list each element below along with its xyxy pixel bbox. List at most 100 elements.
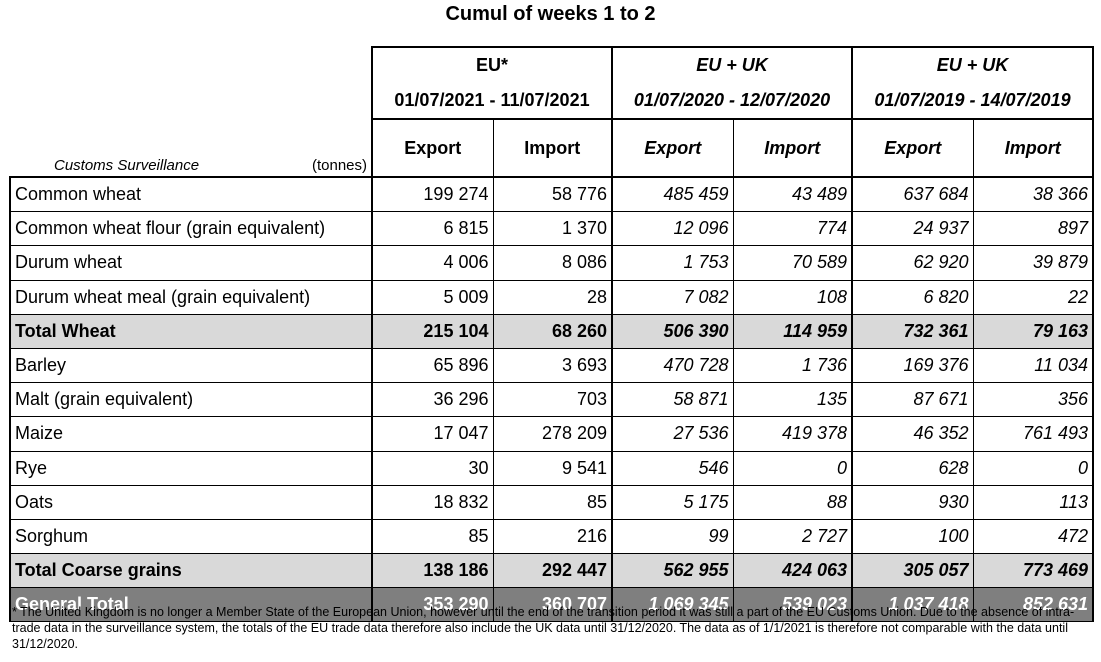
row-label: Sorghum <box>9 519 373 555</box>
group-header-eu-uk-2019: EU + UK <box>852 46 1095 83</box>
row-label: Total Wheat <box>9 314 373 349</box>
import-value: 114 959 <box>732 314 854 349</box>
export-value: 485 459 <box>612 177 734 213</box>
export-value: 12 096 <box>612 211 734 247</box>
footnote: * The United Kingdom is no longer a Memb… <box>12 605 1075 651</box>
row-label: Durum wheat <box>9 245 373 281</box>
import-value: 43 489 <box>732 177 854 213</box>
subheader-row: Customs Surveillance (tonnes) Export Imp… <box>10 119 1095 178</box>
col-export: Export <box>852 119 974 178</box>
col-export: Export <box>612 119 734 178</box>
import-value: 897 <box>972 211 1095 247</box>
import-value: 39 879 <box>972 245 1095 281</box>
table-row: Rye 30 9 541 546 0 628 0 <box>9 451 1095 486</box>
group-period-row: 01/07/2021 - 11/07/2021 01/07/2020 - 12/… <box>10 83 1095 120</box>
import-value: 292 447 <box>492 553 614 589</box>
table-body: Common wheat 199 274 58 776 485 459 43 489 63… <box>9 177 1095 623</box>
import-value: 3 693 <box>492 348 614 384</box>
col-import: Import <box>972 119 1095 178</box>
import-value: 58 776 <box>492 177 614 213</box>
import-value: 135 <box>732 382 854 418</box>
row-label: Common wheat flour (grain equivalent) <box>9 211 373 247</box>
customs-surveillance-label: Customs Surveillance <box>54 157 200 174</box>
export-value: 1 753 <box>612 245 734 281</box>
row-label: Durum wheat meal (grain equivalent) <box>9 280 373 315</box>
page-title: Cumul of weeks 1 to 2 <box>445 3 656 25</box>
row-label: Oats <box>9 485 373 520</box>
export-value: 628 <box>852 451 974 486</box>
row-label: Maize <box>9 416 373 452</box>
export-value: 65 896 <box>372 348 493 384</box>
export-value: 17 047 <box>372 416 493 452</box>
import-value: 22 <box>972 280 1095 315</box>
table-row: Total Coarse grains 138 186 292 447 562 955… <box>9 553 1095 589</box>
import-value: 38 366 <box>972 177 1095 213</box>
export-value: 930 <box>852 485 974 520</box>
import-value: 8 086 <box>492 245 614 281</box>
table-row: Barley 65 896 3 693 470 728 1 736 169 376 11 0… <box>9 348 1095 384</box>
import-value: 0 <box>732 451 854 486</box>
import-value: 216 <box>492 519 614 555</box>
import-value: 88 <box>732 485 854 520</box>
table-row: Common wheat flour (grain equivalent) 6 8… <box>9 211 1095 247</box>
export-value: 100 <box>852 519 974 555</box>
export-value: 24 937 <box>852 211 974 247</box>
import-value: 419 378 <box>732 416 854 452</box>
export-value: 58 871 <box>612 382 734 418</box>
import-value: 278 209 <box>492 416 614 452</box>
export-value: 637 684 <box>852 177 974 213</box>
export-value: 546 <box>612 451 734 486</box>
import-value: 28 <box>492 280 614 315</box>
import-value: 2 727 <box>732 519 854 555</box>
import-value: 360 707 <box>492 587 614 623</box>
row-label: Barley <box>9 348 373 384</box>
export-value: 305 057 <box>852 553 974 589</box>
export-value: 199 274 <box>372 177 493 213</box>
import-value: 1 370 <box>492 211 614 247</box>
export-value: 4 006 <box>372 245 493 281</box>
export-value: 6 820 <box>852 280 974 315</box>
export-value: 5 009 <box>372 280 493 315</box>
export-value: 6 815 <box>372 211 493 247</box>
export-value: 1 069 345 <box>612 587 734 623</box>
export-value: 5 175 <box>612 485 734 520</box>
export-value: 30 <box>372 451 493 486</box>
row-label: Rye <box>9 451 373 486</box>
row-label: Common wheat <box>9 177 373 213</box>
import-value: 539 023 <box>732 587 854 623</box>
export-value: 87 671 <box>852 382 974 418</box>
period-eu-uk-2020: 01/07/2020 - 12/07/2020 <box>612 83 854 120</box>
import-value: 108 <box>732 280 854 315</box>
period-eu-uk-2019: 01/07/2019 - 14/07/2019 <box>852 83 1095 120</box>
group-header-eu: EU* <box>370 46 614 83</box>
export-value: 506 390 <box>612 314 734 349</box>
export-value: 27 536 <box>612 416 734 452</box>
table-row: Durum wheat 4 006 8 086 1 753 70 589 62 920 39… <box>9 245 1095 281</box>
export-value: 562 955 <box>612 553 734 589</box>
export-value: 18 832 <box>372 485 493 520</box>
table-row: General Total 353 290 360 707 1 069 345 539 … <box>9 587 1095 623</box>
table-row: Oats 18 832 85 5 175 88 930 113 <box>9 485 1095 520</box>
col-import: Import <box>732 119 854 178</box>
export-value: 169 376 <box>852 348 974 384</box>
import-value: 703 <box>492 382 614 418</box>
import-value: 852 631 <box>972 587 1095 623</box>
import-value: 11 034 <box>972 348 1095 384</box>
import-value: 424 063 <box>732 553 854 589</box>
export-value: 470 728 <box>612 348 734 384</box>
row-label: Total Coarse grains <box>9 553 373 589</box>
export-value: 215 104 <box>372 314 493 349</box>
row-label: Malt (grain equivalent) <box>9 382 373 418</box>
row-label: General Total <box>9 587 373 623</box>
export-value: 732 361 <box>852 314 974 349</box>
table-row: Malt (grain equivalent) 36 296 703 58 871 13… <box>9 382 1095 418</box>
table-row: Sorghum 85 216 99 2 727 100 472 <box>9 519 1095 555</box>
group-name-row: EU* EU + UK EU + UK <box>10 46 1095 83</box>
import-value: 761 493 <box>972 416 1095 452</box>
export-value: 85 <box>372 519 493 555</box>
import-value: 0 <box>972 451 1095 486</box>
corner-header: Customs Surveillance (tonnes) <box>10 119 373 178</box>
import-value: 68 260 <box>492 314 614 349</box>
col-export: Export <box>372 119 493 178</box>
table-row: Maize 17 047 278 209 27 536 419 378 46 352 761… <box>9 416 1095 452</box>
